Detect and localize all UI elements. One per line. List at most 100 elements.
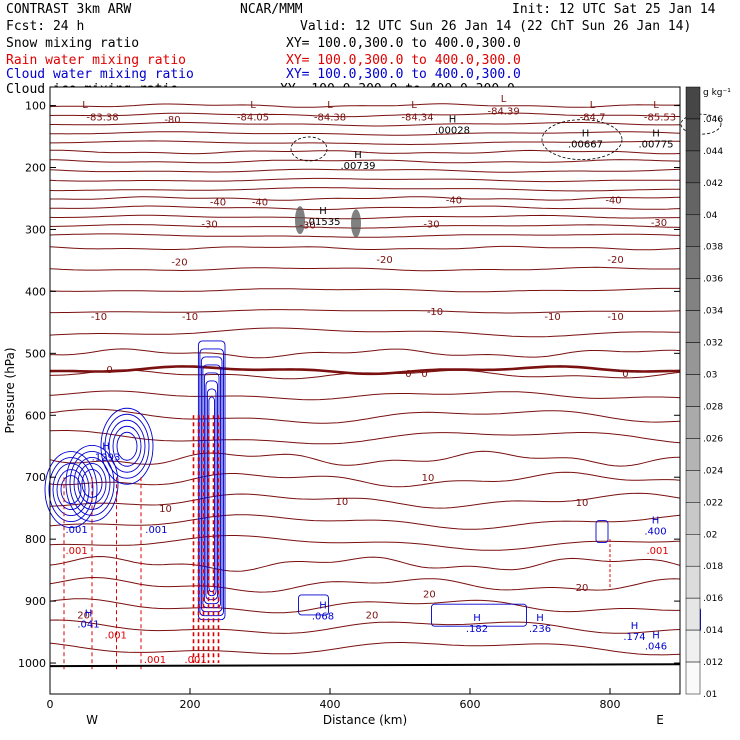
cloud-water-contour (108, 419, 146, 473)
extrema-value: .041 (77, 620, 99, 631)
extrema-value: .00775 (639, 140, 674, 151)
isotherm-line (49, 408, 681, 424)
rain-label: .001 (184, 655, 206, 666)
legend-cloud-water-xy: XY= 100.0,300.0 to 400.0,300.0 (286, 67, 521, 82)
isotherm-line (49, 619, 681, 634)
isotherm-label: -30 (423, 219, 439, 230)
cloud-water-contour (298, 594, 329, 616)
isotherm-label: -30 (651, 218, 667, 229)
extrema-marker: H (85, 609, 93, 620)
isotherm-line (49, 642, 681, 656)
isotherm-label: 20 (576, 583, 589, 594)
isotherm-label: -20 (607, 255, 623, 266)
legend-cloud-water-label: Cloud water mixing ratio (6, 67, 194, 82)
isotherm-line (49, 287, 680, 293)
isotherm-line (49, 348, 681, 359)
colorbar-tick-label: .014 (703, 626, 723, 636)
isotherm-label: 10 (422, 473, 435, 484)
colorbar-segment (685, 86, 701, 120)
y-tick-label: 500 (25, 347, 46, 360)
isotherm-label: 0 (421, 369, 427, 380)
isotherm-line (49, 266, 681, 272)
y-tick-label: 800 (25, 533, 46, 546)
isotherm-label: -30 (299, 221, 315, 232)
model-name: CONTRAST 3km ARW (6, 2, 131, 17)
extrema-marker: L (653, 100, 659, 111)
forecast-hour: Fcst: 24 h (6, 19, 84, 34)
cloud-water-contour (48, 457, 94, 523)
colorbar-segment (685, 118, 701, 152)
isotherm-label: -10 (607, 312, 623, 323)
isotherm-label: -85.53 (644, 113, 676, 124)
isotherm-line (49, 103, 681, 108)
isotherm-label: -84.34 (401, 113, 433, 124)
isotherm-line (49, 214, 680, 220)
colorbar: .046 .044 .042 .04 .038 .036 .034 .032 .03 .028 .0… (685, 86, 731, 700)
cloud-water-contour (100, 407, 154, 485)
colorbar-tick-label: .044 (703, 147, 723, 157)
isotherm-label: 20 (366, 611, 379, 622)
extrema-value: .046 (645, 641, 667, 652)
y-tick-label: 700 (25, 471, 46, 484)
valid-time: Valid: 12 UTC Sun 26 Jan 14 (22 ChT Sun … (300, 19, 691, 34)
colorbar-tick-label: .012 (703, 658, 723, 668)
isotherm-label: 10 (576, 498, 589, 509)
isotherm-line (49, 112, 680, 118)
extrema-marker: L (250, 100, 256, 111)
y-tick-label: 900 (25, 595, 46, 608)
extrema-value: .00028 (435, 125, 470, 136)
isotherm-label: -10 (544, 312, 560, 323)
cloud-water-contour (431, 603, 527, 627)
isotherm-line (49, 555, 681, 572)
isotherm-label: -20 (171, 258, 187, 269)
rain-label: .001 (105, 630, 127, 641)
colorbar-tick-label: .038 (703, 243, 723, 253)
extrema-marker: H (319, 206, 327, 217)
isotherm-label: -40 (605, 196, 621, 207)
isotherm-label: -40 (210, 198, 226, 209)
west-label: W (86, 713, 98, 727)
isotherm-line (50, 309, 681, 314)
y-axis-label: Pressure (hPa) (3, 347, 17, 433)
extrema-value: .00667 (568, 140, 603, 151)
colorbar-tick-label: .01 (703, 690, 717, 700)
cloud-water-contour (77, 462, 107, 504)
cloud-water-contour (205, 380, 218, 601)
legend-rain-xy: XY= 100.0,300.0 to 400.0,300.0 (286, 53, 521, 68)
isotherm-label: 0 (622, 369, 628, 380)
isotherm-line (50, 131, 681, 136)
colorbar-segment (685, 502, 701, 535)
extrema-marker: H (631, 621, 639, 632)
isotherm-line (50, 205, 681, 211)
plot-background (50, 87, 680, 694)
extrema-marker: H (652, 129, 660, 140)
extrema-value: .00739 (341, 161, 376, 172)
extrema-marker: H (652, 630, 660, 641)
colorbar-tick-label: .024 (703, 466, 723, 476)
extrema-marker: H (536, 613, 544, 624)
legend-snow-xy: XY= 100.0,300.0 to 400.0,300.0 (286, 36, 521, 51)
extrema-marker: H (319, 601, 327, 612)
colorbar-tick-label: .042 (703, 179, 723, 189)
colorbar-segment (685, 374, 701, 407)
isotherm-label: -84.38 (314, 113, 346, 124)
extrema-marker: H (473, 613, 481, 624)
isotherm-line (49, 514, 681, 530)
cloud-water-contour (200, 356, 223, 613)
cloud-water-contour (595, 520, 609, 544)
ground-surface-line (49, 663, 681, 668)
x-axis-label: Distance (km) (323, 713, 407, 727)
isotherm-line (49, 576, 681, 593)
y-tick-label: 600 (25, 409, 46, 422)
isotherm-label: -84.05 (237, 113, 269, 124)
colorbar-tick-label: .046 (703, 115, 723, 125)
colorbar-segment (685, 470, 701, 503)
extrema-marker: H (102, 441, 110, 452)
y-tick-label: 400 (25, 285, 46, 298)
colorbar-tick-label: .028 (703, 402, 723, 412)
isotherm-label: 0 (106, 365, 112, 376)
isotherm-line (49, 168, 681, 173)
cloud-water-contour (199, 348, 224, 617)
freezing-level-line (49, 365, 681, 376)
extrema-marker: L (411, 100, 417, 111)
